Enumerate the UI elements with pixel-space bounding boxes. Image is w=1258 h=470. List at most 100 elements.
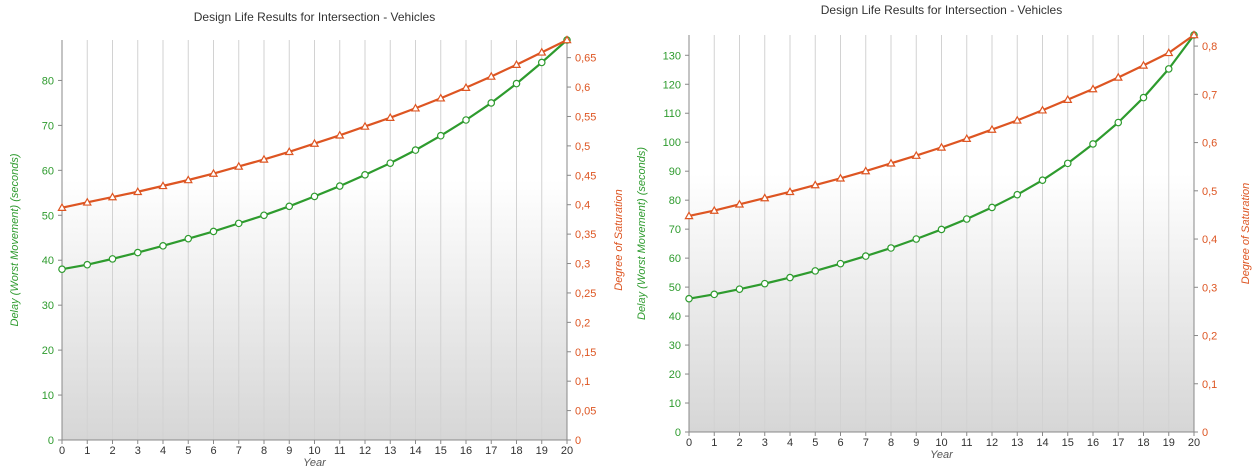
delay-point [411, 146, 420, 154]
y-right-tick-label: 0,4 [575, 200, 590, 212]
x-tick-label: 10 [935, 437, 947, 449]
saturation-point [1063, 94, 1073, 103]
saturation-point [486, 71, 496, 80]
y-left-tick-label: 0 [675, 427, 681, 439]
y-right-tick-label: 0,3 [1202, 282, 1217, 294]
x-tick-label: 3 [135, 445, 141, 457]
y-left-tick-label: 50 [669, 282, 681, 294]
delay-point [1164, 65, 1173, 73]
x-tick-label: 7 [236, 445, 242, 457]
saturation-point [562, 35, 572, 44]
y-axis-left-title: Delay (Worst Movement) (seconds) [9, 153, 21, 326]
y-right-tick-label: 0,5 [1202, 186, 1217, 198]
x-tick-label: 9 [913, 437, 919, 449]
y-left-tick-label: 120 [663, 79, 681, 91]
y-right-tick-label: 0,65 [575, 53, 596, 65]
saturation-point [936, 142, 947, 151]
saturation-point [987, 124, 997, 133]
delay-point [937, 225, 946, 234]
y-left-tick-label: 30 [669, 340, 681, 352]
x-tick-label: 4 [787, 437, 793, 449]
saturation-point [208, 168, 219, 177]
delay-point [1139, 93, 1148, 102]
x-tick-label: 0 [59, 445, 65, 457]
chart-right: Design Life Results for Intersection - V… [629, 0, 1258, 470]
x-tick-label: 18 [1137, 437, 1149, 449]
delay-point [108, 255, 117, 263]
saturation-point [511, 59, 522, 69]
saturation-point [158, 181, 168, 190]
y-left-tick-label: 10 [669, 398, 681, 410]
delay-point [184, 234, 193, 243]
delay-point [988, 203, 996, 212]
delay-point [735, 285, 744, 293]
saturation-point [1012, 115, 1022, 124]
saturation-point [861, 166, 871, 175]
saturation-point [835, 173, 846, 182]
y-right-tick-label: 0,2 [575, 317, 590, 329]
x-tick-label: 20 [1188, 437, 1200, 449]
y-left-tick-label: 10 [42, 390, 54, 402]
delay-point [786, 273, 794, 282]
saturation-point [385, 112, 395, 121]
delay-point [260, 211, 268, 220]
x-tick-label: 15 [435, 445, 447, 457]
delay-point [209, 227, 218, 236]
y-right-tick-label: 0,1 [575, 376, 590, 388]
y-axis-right-title: Degree of Saturation [1240, 183, 1252, 285]
delay-point [58, 265, 66, 274]
saturation-point [436, 93, 446, 102]
x-tick-label: 16 [1087, 437, 1099, 449]
x-tick-label: 18 [510, 445, 522, 457]
y-right-tick-label: 0,15 [575, 347, 596, 359]
saturation-point [911, 150, 921, 159]
y-right-tick-label: 0,5 [575, 141, 590, 153]
saturation-point [810, 180, 820, 189]
y-right-tick-label: 0,55 [575, 111, 596, 123]
y-left-tick-label: 70 [669, 224, 681, 236]
y-right-tick-label: 0 [575, 435, 581, 447]
saturation-point [1138, 60, 1149, 69]
x-tick-label: 8 [261, 445, 267, 457]
delay-point [159, 242, 167, 250]
x-tick-label: 17 [1112, 437, 1124, 449]
x-tick-label: 3 [762, 437, 768, 449]
chart-svg: Design Life Results for Intersection - V… [9, 10, 625, 469]
y-right-tick-label: 0,2 [1202, 331, 1217, 343]
saturation-point [1164, 48, 1174, 57]
saturation-point [107, 192, 118, 201]
x-axis-title: Year [303, 457, 327, 469]
y-left-tick-label: 20 [42, 345, 54, 357]
delay-point [83, 260, 92, 269]
x-axis-title: Year [930, 449, 954, 461]
y-right-tick-label: 0,25 [575, 288, 596, 300]
saturation-point [335, 130, 345, 139]
y-left-tick-label: 0 [48, 435, 54, 447]
x-tick-label: 1 [711, 437, 717, 449]
saturation-point [57, 202, 67, 211]
y-left-tick-label: 100 [663, 137, 681, 149]
saturation-point [259, 154, 269, 163]
delay-point [1038, 176, 1047, 184]
x-tick-label: 17 [485, 445, 497, 457]
x-tick-label: 10 [308, 445, 320, 457]
chart-svg: Design Life Results for Intersection - V… [636, 3, 1252, 461]
delay-point [234, 219, 243, 228]
y-left-tick-label: 80 [42, 75, 54, 87]
y-right-tick-label: 0,4 [1202, 234, 1217, 246]
y-left-tick-label: 80 [669, 195, 681, 207]
x-tick-label: 2 [109, 445, 115, 457]
delay-point [962, 215, 971, 223]
delay-point [1114, 118, 1123, 127]
y-left-tick-label: 90 [669, 166, 681, 178]
y-left-tick-label: 20 [669, 369, 681, 381]
delay-point [1013, 190, 1022, 199]
saturation-point [1113, 72, 1123, 81]
saturation-point [1037, 105, 1048, 114]
saturation-point [734, 199, 745, 208]
saturation-point [962, 133, 972, 143]
x-tick-label: 20 [561, 445, 573, 457]
delay-point [710, 290, 719, 299]
delay-point [335, 182, 344, 190]
y-left-tick-label: 50 [42, 210, 54, 222]
